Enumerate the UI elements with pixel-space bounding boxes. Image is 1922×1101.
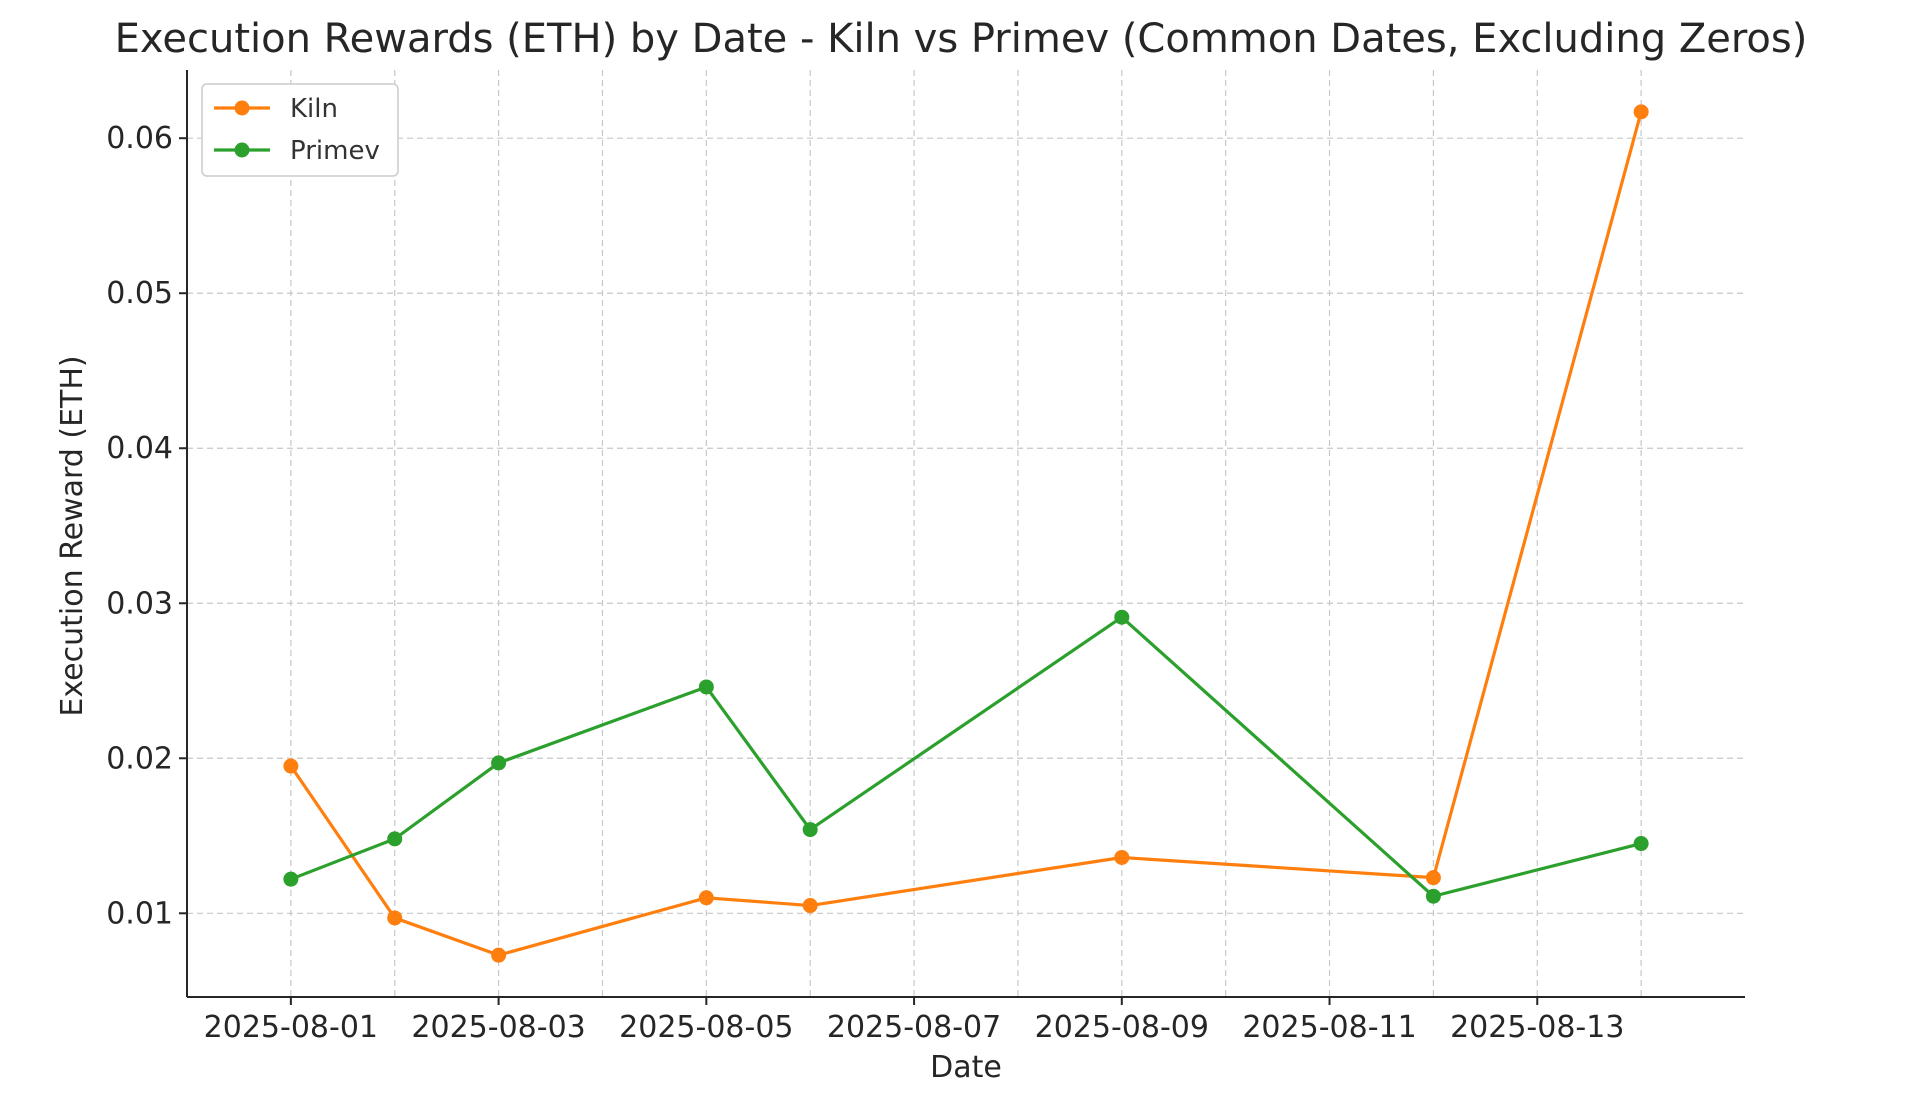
series-kiln <box>283 104 1649 963</box>
y-tick-label: 0.05 <box>106 276 173 311</box>
y-tick-label: 0.03 <box>106 586 173 621</box>
data-point-primev <box>698 679 714 695</box>
x-tick-label: 2025-08-11 <box>1242 1010 1416 1045</box>
x-tick-label: 2025-08-03 <box>411 1010 585 1045</box>
legend: Kiln Primev <box>201 83 399 177</box>
legend-label: Kiln <box>290 94 338 124</box>
x-tick-label: 2025-08-05 <box>619 1010 793 1045</box>
y-tick-label: 0.06 <box>106 121 173 156</box>
series-line-kiln <box>289 111 1643 957</box>
data-point-kiln <box>698 890 714 906</box>
x-tick-label: 2025-08-09 <box>1035 1010 1209 1045</box>
data-point-kiln <box>802 898 818 914</box>
data-point-primev <box>1114 609 1130 625</box>
data-point-kiln <box>387 910 403 926</box>
x-axis-ticks: 2025-08-01 2025-08-03 2025-08-05 2025-08-07… <box>204 997 1624 1045</box>
y-tick-label: 0.01 <box>106 896 173 931</box>
x-tick-label: 2025-08-13 <box>1450 1010 1624 1045</box>
data-point-kiln <box>491 947 507 963</box>
series-primev <box>283 609 1649 904</box>
x-tick-label: 2025-08-01 <box>204 1010 378 1045</box>
data-point-kiln <box>1114 849 1130 865</box>
data-point-kiln <box>283 758 299 774</box>
data-point-primev <box>1633 836 1649 852</box>
chart-title: Execution Rewards (ETH) by Date - Kiln v… <box>115 16 1808 62</box>
y-tick-label: 0.04 <box>106 431 173 466</box>
y-axis-ticks: 0.01 0.02 0.03 0.04 0.05 0.06 <box>106 121 187 931</box>
legend-label: Primev <box>290 136 380 166</box>
x-tick-label: 2025-08-07 <box>827 1010 1001 1045</box>
x-axis-label: Date <box>930 1050 1002 1085</box>
data-point-primev <box>283 871 299 887</box>
legend-marker <box>234 100 250 116</box>
data-point-primev <box>802 822 818 838</box>
y-tick-label: 0.02 <box>106 741 173 776</box>
y-axis-label: Execution Reward (ETH) <box>55 355 90 716</box>
series-line-primev <box>290 615 1642 898</box>
data-point-kiln <box>1633 104 1649 120</box>
data-point-primev <box>387 831 403 847</box>
legend-marker <box>234 142 250 158</box>
grid <box>187 70 1745 997</box>
data-point-primev <box>1425 888 1441 904</box>
data-point-primev <box>491 755 507 771</box>
axes <box>186 70 1745 998</box>
data-point-kiln <box>1425 870 1441 886</box>
series <box>283 104 1649 963</box>
